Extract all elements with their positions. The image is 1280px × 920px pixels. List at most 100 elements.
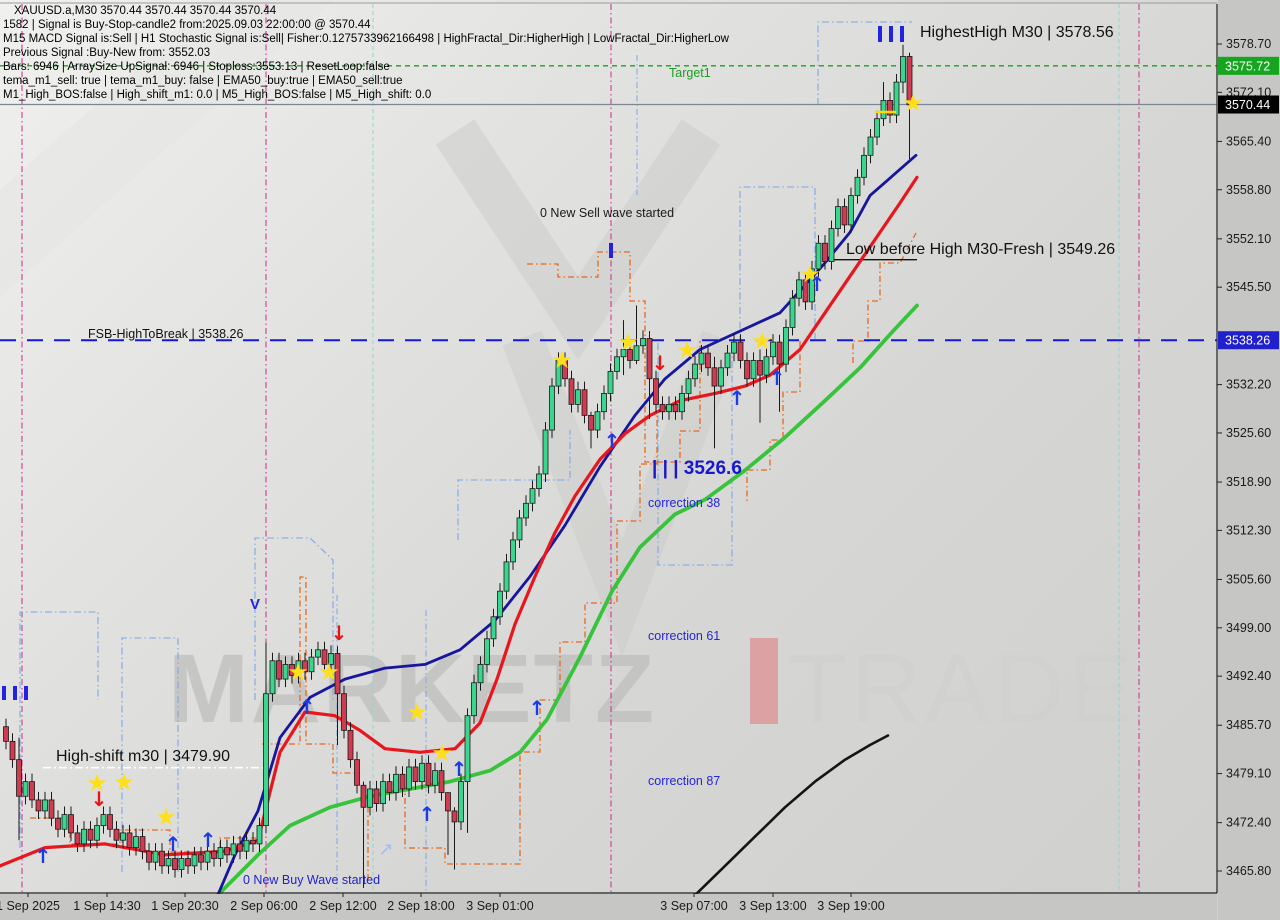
candle-bear: [659, 403, 666, 413]
candle-bull: [484, 638, 490, 665]
candle-bull: [666, 403, 672, 413]
candle-bull: [295, 660, 302, 676]
candle-bull: [796, 279, 802, 299]
watermark-chevron-bottom: [502, 330, 742, 657]
candle-bull: [133, 836, 139, 848]
candle-bull: [510, 539, 516, 563]
signal-star-icon: ★: [676, 336, 698, 364]
candle-bear: [705, 352, 711, 369]
level-3526-label: | | | 3526.6: [652, 458, 742, 479]
time-label: 3 Sep 07:00: [660, 899, 727, 913]
candle-bull: [81, 828, 87, 845]
low-before-high-label: Low before High M30-Fresh | 3549.26: [846, 241, 1116, 258]
candle-bull: [217, 847, 224, 859]
candle-bull: [692, 363, 698, 380]
signal-star-icon: ★: [287, 658, 309, 686]
candle-bull: [874, 118, 880, 138]
candle-bull: [367, 788, 373, 808]
candle-bull: [419, 762, 425, 783]
candle-bear: [653, 378, 659, 405]
candle-bear: [276, 660, 282, 680]
fractal-channel-box: [739, 186, 816, 343]
price-label: 3518.90: [1226, 475, 1271, 489]
bars-stoploss-line: Bars: 6946 | ArraySize UpSignal: 6946 | …: [3, 61, 390, 73]
price-label: 3512.30: [1226, 523, 1271, 537]
time-label: 3 Sep 13:00: [739, 899, 806, 913]
signal-star-icon: ★: [318, 658, 340, 686]
candle-bear: [107, 814, 113, 830]
candle-bear: [334, 653, 341, 695]
candle-bull: [867, 136, 874, 156]
candle-bull: [308, 656, 315, 673]
candle-bull: [61, 814, 68, 830]
time-axis-background: [0, 894, 1217, 920]
candle-bull: [542, 429, 549, 475]
price-badge: [1218, 56, 1279, 75]
candle-bull: [900, 56, 906, 83]
buy-wave-label: 0 New Buy Wave started: [243, 873, 381, 887]
fractal-channel-box: [121, 637, 179, 872]
trailing-stop-line: [852, 232, 917, 363]
candle-bear: [425, 762, 432, 786]
time-axis[interactable]: [0, 894, 1280, 920]
correction-38-label: correction 38: [648, 496, 721, 510]
time-label: 3 Sep 19:00: [817, 899, 884, 913]
buy-arrow-icon: ↑: [451, 757, 468, 781]
candle-bear: [113, 828, 120, 841]
signal-star-icon: ★: [86, 769, 108, 797]
sell-arrow-icon: ↓: [331, 621, 348, 645]
candle-bull: [861, 154, 867, 178]
indicator-line-green: [190, 303, 919, 920]
candle-bull: [607, 371, 614, 394]
candle-bull: [848, 195, 854, 226]
previous-signal-line: Previous Signal :Buy-New from: 3552.03: [3, 47, 211, 59]
price-label: 3472.40: [1226, 816, 1271, 830]
candle-bull: [620, 349, 627, 358]
candle-bull: [685, 378, 692, 394]
candle-bear: [35, 799, 42, 812]
candle-bear: [172, 858, 178, 870]
candle-bear: [386, 781, 393, 794]
time-label: 1 Sep 2025: [0, 899, 60, 913]
candle-bull: [458, 781, 464, 823]
candle-bear: [581, 389, 588, 416]
candle-bear: [588, 414, 594, 431]
watermark-red-block: [750, 638, 778, 724]
candle-bull: [42, 799, 48, 812]
candle-bull: [516, 517, 523, 541]
candle-bear: [3, 726, 9, 742]
candle-bear: [74, 832, 81, 845]
candle-bear: [562, 360, 568, 380]
candle-bull: [750, 360, 757, 380]
candle-bull: [601, 393, 607, 413]
price-label: 3532.20: [1226, 378, 1271, 392]
v-fractal-marker: V: [250, 596, 261, 613]
candle-bull: [789, 297, 796, 328]
candle-bull: [724, 352, 731, 369]
candle-bull: [633, 345, 640, 361]
indicator-line-black: [693, 734, 890, 897]
candle-bear: [757, 360, 763, 376]
candle-bear: [373, 788, 380, 805]
candle-bull: [100, 814, 107, 826]
candle-bull: [549, 385, 555, 431]
signal-star-icon: ★: [902, 89, 924, 117]
time-label: 2 Sep 18:00: [387, 899, 454, 913]
candle-bull: [731, 341, 737, 354]
candle-bull: [835, 206, 841, 229]
candle-bear: [399, 773, 406, 790]
buy-arrow-icon: ↑: [729, 386, 746, 410]
sell-arrow-icon: ↓: [652, 351, 669, 375]
candle-bear: [185, 858, 191, 867]
blue-dash-marker: [609, 243, 613, 258]
candle-bear: [68, 814, 74, 834]
price-label: 3578.70: [1226, 37, 1271, 51]
fractal-channel-box: [254, 537, 334, 700]
candle-bull: [477, 664, 484, 684]
candle-bull: [640, 338, 646, 347]
candle-bull: [230, 843, 237, 856]
price-axis[interactable]: [1218, 0, 1280, 894]
candle-bull: [523, 502, 529, 519]
trailing-stop-line: [746, 341, 801, 502]
